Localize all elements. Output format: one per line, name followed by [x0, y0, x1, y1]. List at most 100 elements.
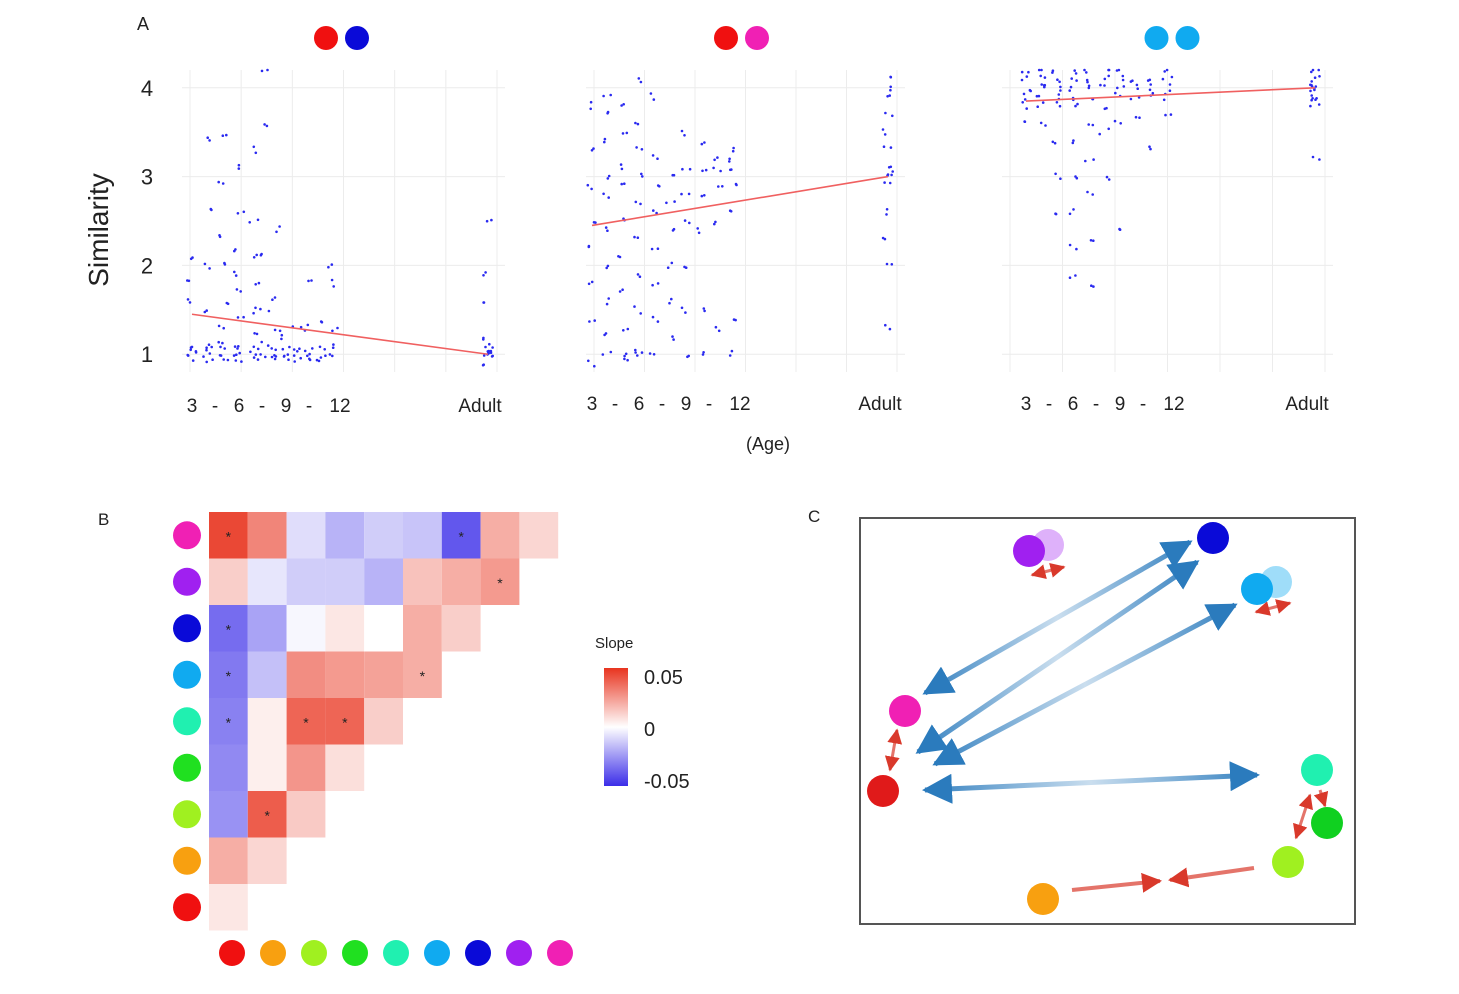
data-point [1121, 74, 1125, 78]
data-point [222, 326, 225, 330]
data-point [655, 211, 658, 215]
data-point [639, 202, 642, 206]
data-point [1107, 127, 1110, 131]
data-point [1074, 274, 1077, 277]
data-point [1028, 88, 1032, 92]
data-point [242, 210, 246, 214]
node-cyan [1241, 573, 1273, 605]
data-point [238, 351, 241, 355]
data-point [223, 347, 226, 350]
data-point [728, 157, 731, 161]
data-point [652, 353, 656, 356]
data-point [1023, 120, 1027, 123]
data-point [1149, 83, 1152, 86]
data-point [332, 343, 335, 346]
data-point [621, 132, 625, 135]
heatmap-cell [364, 605, 403, 652]
heatmap-cell [441, 605, 481, 652]
data-point [264, 355, 267, 359]
data-point [267, 309, 271, 313]
data-point [1313, 88, 1316, 92]
data-point [638, 275, 642, 279]
heatmap-cell [247, 837, 287, 884]
data-point [881, 236, 885, 240]
data-point [221, 134, 225, 137]
data-point [888, 181, 892, 185]
data-point [688, 167, 692, 171]
data-point [881, 128, 885, 131]
x-tick-label: 6 [634, 394, 645, 415]
data-point [1074, 175, 1077, 178]
data-point [1119, 122, 1122, 125]
data-point [606, 177, 610, 180]
data-point [1170, 75, 1174, 79]
data-point [601, 353, 605, 356]
data-point [589, 100, 593, 104]
x-tick-label: - [706, 394, 712, 415]
data-point [891, 114, 894, 118]
data-point [259, 353, 262, 356]
data-point [701, 353, 705, 356]
data-point [271, 298, 274, 302]
data-point [259, 307, 262, 311]
data-point [1075, 79, 1078, 82]
data-point [1051, 71, 1054, 74]
data-point [233, 270, 236, 274]
data-point [1137, 96, 1141, 99]
row-swatch-magenta [173, 521, 201, 550]
data-point [1087, 84, 1091, 88]
data-point [590, 149, 594, 152]
data-point [717, 185, 720, 188]
column-swatch-purple [506, 940, 532, 966]
data-point [235, 353, 238, 357]
panel-title-swatch-red [714, 26, 738, 50]
data-point [273, 328, 277, 332]
data-point [1148, 88, 1152, 92]
data-point [254, 306, 257, 310]
data-point [1020, 70, 1024, 74]
data-point [1138, 116, 1141, 119]
data-point [488, 342, 491, 346]
data-point [665, 201, 668, 205]
x-tick-label: - [1046, 394, 1052, 415]
data-point [673, 200, 676, 203]
x-tick-label: - [659, 394, 665, 415]
data-point [194, 351, 198, 354]
data-point [1075, 247, 1078, 251]
data-point [620, 182, 623, 186]
x-tick-label: 12 [329, 396, 350, 417]
data-point [1310, 80, 1313, 83]
data-point [308, 358, 312, 362]
data-point [889, 88, 892, 92]
data-point [1114, 91, 1117, 95]
data-point [696, 227, 699, 230]
data-point [186, 298, 190, 301]
data-point [252, 311, 255, 315]
data-point [1314, 98, 1317, 101]
data-point [481, 363, 485, 367]
data-point [624, 352, 628, 356]
arrow-magenta-red [884, 728, 903, 772]
arrow-teal-green [1313, 789, 1329, 808]
data-point [293, 360, 297, 363]
data-point [634, 351, 637, 354]
data-point [1055, 101, 1059, 104]
data-point [588, 320, 591, 323]
panel-title-swatch-cyan [1144, 26, 1169, 50]
data-point [1103, 77, 1107, 81]
data-point [232, 354, 236, 357]
data-point [604, 332, 608, 335]
data-point [636, 273, 640, 276]
data-point [1107, 178, 1111, 181]
data-point [1083, 68, 1086, 72]
data-point [1086, 80, 1089, 84]
panel-title-swatch-blue [345, 26, 369, 50]
data-point [484, 271, 487, 274]
data-point [721, 185, 724, 188]
data-point [1311, 68, 1315, 72]
data-point [239, 290, 242, 293]
data-point [485, 219, 489, 223]
column-swatch-orange [260, 940, 286, 966]
heatmap-cell [325, 512, 365, 559]
data-point [208, 267, 211, 270]
